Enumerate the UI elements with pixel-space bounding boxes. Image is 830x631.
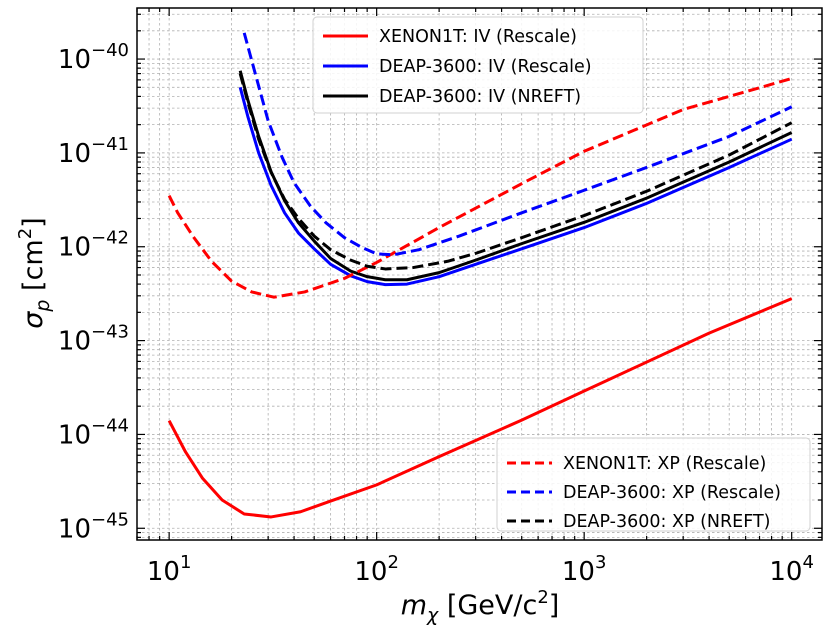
x-label-unit-end: ] bbox=[549, 590, 560, 621]
y-label-base: σ bbox=[18, 311, 49, 329]
y-tick-base: 10 bbox=[58, 327, 91, 357]
y-tick-label: 10−45 bbox=[58, 509, 129, 544]
x-tick-label: 103 bbox=[562, 552, 607, 587]
x-label-sub: χ bbox=[426, 604, 439, 626]
x-tick-base: 10 bbox=[562, 557, 595, 587]
y-axis-label: σp [cm2] bbox=[15, 217, 54, 328]
y-label-unit: [cm bbox=[18, 239, 49, 299]
legend-box bbox=[312, 16, 644, 114]
y-tick-base: 10 bbox=[58, 233, 91, 263]
y-tick-exp: −45 bbox=[91, 509, 129, 530]
x-tick-base: 10 bbox=[354, 557, 387, 587]
ticks bbox=[136, 8, 822, 540]
x-tick-exp: 3 bbox=[595, 552, 606, 573]
x-tick-label: 101 bbox=[147, 552, 192, 587]
series-line-xenon1t-xp-rescale bbox=[167, 77, 793, 299]
legend-label: XENON1T: IV (Rescale) bbox=[379, 27, 577, 47]
legend-box bbox=[496, 437, 811, 532]
x-axis-label: mχ [GeV/c2] bbox=[401, 587, 560, 626]
y-tick-exp: −44 bbox=[91, 415, 129, 436]
y-tick-base: 10 bbox=[58, 139, 91, 169]
y-label-unit-sup: 2 bbox=[15, 228, 36, 239]
x-tick-label: 104 bbox=[769, 552, 814, 587]
y-tick-exp: −41 bbox=[91, 134, 129, 155]
y-label-unit-end: ] bbox=[18, 217, 49, 228]
y-tick-label: 10−40 bbox=[58, 40, 129, 75]
y-tick-label: 10−41 bbox=[58, 134, 129, 169]
series-line-xenon1t-iv-rescale bbox=[167, 297, 793, 519]
x-tick-base: 10 bbox=[769, 557, 802, 587]
grid bbox=[136, 8, 822, 540]
x-tick-exp: 4 bbox=[802, 552, 813, 573]
y-tick-exp: −43 bbox=[91, 322, 129, 343]
legend-label: DEAP-3600: XP (Rescale) bbox=[563, 483, 781, 503]
legend-label: DEAP-3600: XP (NREFT) bbox=[563, 512, 771, 532]
x-tick-exp: 2 bbox=[387, 552, 398, 573]
plot-frame bbox=[136, 7, 823, 541]
y-tick-label: 10−44 bbox=[58, 415, 129, 450]
y-tick-base: 10 bbox=[58, 420, 91, 450]
series-line-deap-3600-iv-rescale bbox=[238, 86, 793, 287]
y-tick-base: 10 bbox=[58, 45, 91, 75]
series-line-deap-3600-xp-rescale bbox=[242, 32, 793, 257]
x-label-unit-sup: 2 bbox=[537, 587, 548, 608]
y-tick-label: 10−43 bbox=[58, 322, 129, 357]
y-tick-label: 10−42 bbox=[58, 228, 129, 263]
x-tick-exp: 1 bbox=[180, 552, 191, 573]
tick-labels: 101 102 103 10410−4510−4410−4310−4210−4110−… bbox=[58, 40, 814, 587]
x-label-base: m bbox=[401, 590, 427, 621]
legend-label: XENON1T: XP (Rescale) bbox=[563, 454, 766, 474]
y-label-sub: p bbox=[32, 300, 54, 313]
series-layer bbox=[167, 32, 793, 519]
series-line-deap-3600-xp-nreft bbox=[238, 73, 793, 271]
legend-label: DEAP-3600: IV (Rescale) bbox=[379, 57, 592, 77]
y-tick-exp: −40 bbox=[91, 40, 129, 61]
y-tick-exp: −42 bbox=[91, 228, 129, 249]
x-tick-label: 102 bbox=[354, 552, 399, 587]
legends: XENON1T: IV (Rescale) DEAP-3600: IV (Resc… bbox=[312, 16, 811, 532]
y-tick-base: 10 bbox=[58, 514, 91, 544]
legend-label: DEAP-3600: IV (NREFT) bbox=[379, 87, 581, 107]
x-label-unit: [GeV/c bbox=[438, 590, 537, 621]
x-tick-base: 10 bbox=[147, 557, 180, 587]
